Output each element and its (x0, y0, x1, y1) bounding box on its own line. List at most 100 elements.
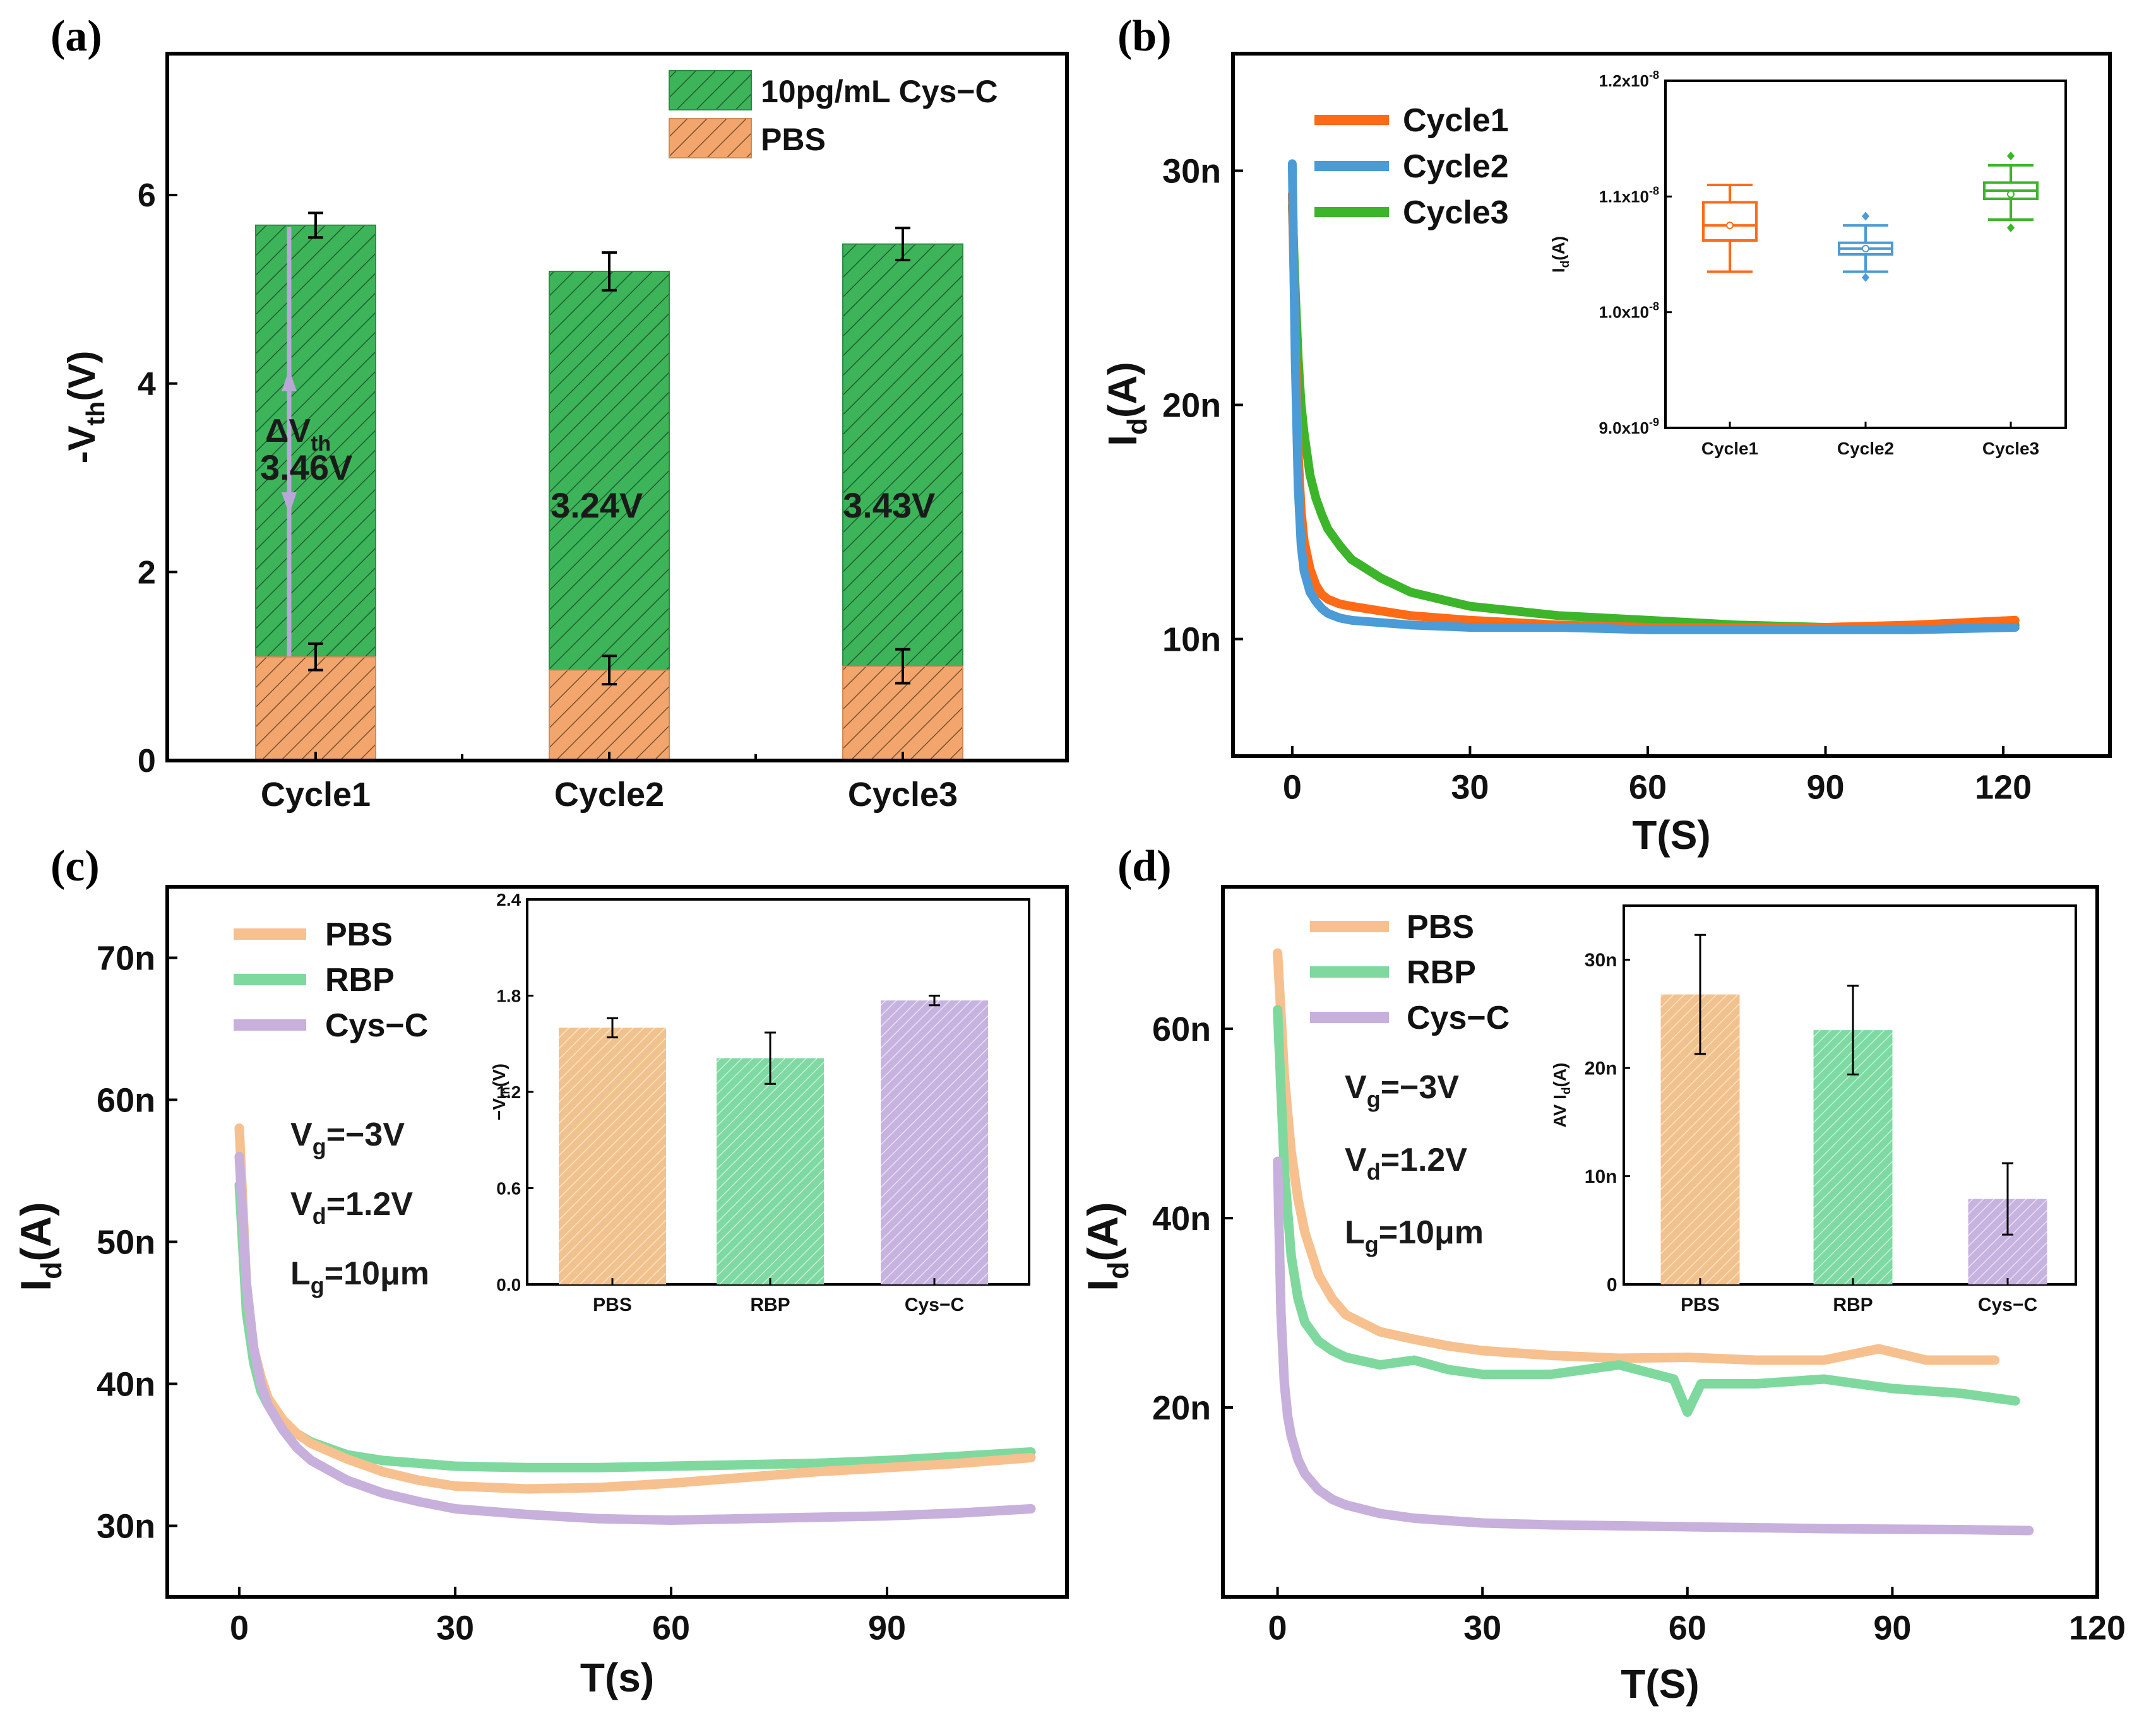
conditions-d: Vg=−3V Vd=1.2V Lg=10μm (1345, 1069, 1484, 1257)
inset-c-ylabel: −Vth(V) (489, 1063, 513, 1120)
d-xtick-label-2: 60 (1669, 1609, 1706, 1647)
delta-value-cycle2: 3.24V (551, 485, 643, 525)
inset-b-xtick-label-Cycle3: Cycle3 (1982, 439, 2039, 458)
cond-vg-val-c: =−3V (326, 1117, 405, 1153)
svg-text:Lg=10μm: Lg=10μm (1345, 1214, 1484, 1257)
y-axis-label-c-main: I (12, 1279, 60, 1291)
b-ytick-label-1: 20n (1162, 386, 1221, 424)
inset-b-ytick-exp-0: -9 (1649, 416, 1659, 429)
c-ytick-label-0: 30n (97, 1507, 155, 1545)
inset-b-ytick-exp-3: -8 (1649, 69, 1659, 81)
a-ytick-label-2: 4 (138, 366, 156, 403)
inset-b-ytick-label-0: 9.0x10-9 (1599, 416, 1659, 437)
box-outlier-Cycle2-0 (1862, 211, 1869, 221)
delta-value-cycle3: 3.43V (843, 485, 935, 525)
chart-c-selectivity-line: 0 30 60 9030n40n50n60n70nT(s)Id(A)PBSRBPCys… (12, 885, 1069, 1700)
inset-c-ytick-label-0: 0.0 (496, 1275, 521, 1294)
cond-lg-sub-d: g (1365, 1231, 1379, 1257)
cond-vd-d: V (1345, 1142, 1367, 1178)
legend-label-Cycle3: Cycle3 (1403, 194, 1509, 231)
x-axis-label-c: T(s) (580, 1655, 654, 1700)
y-axis-label-d-main: I (1079, 1279, 1127, 1291)
inset-b-ytick-exp-2: -8 (1649, 184, 1659, 197)
inset-b-ylabel-sub: d (1559, 261, 1572, 268)
delta-arrow-head-top (282, 369, 297, 391)
box-outlier-Cycle2-1 (1862, 273, 1869, 282)
inset-c-ylabel-main: −V (489, 1098, 509, 1120)
box-mean-Cycle3 (2007, 190, 2015, 198)
b-ytick-label-2: 30n (1162, 152, 1221, 190)
inset-b-ytick-label-3: 1.2x10-8 (1599, 69, 1659, 90)
c-xtick-label-3: 90 (868, 1609, 906, 1647)
xtick-label-a-Cycle3: Cycle3 (848, 776, 958, 814)
y-axis-label-b-tail: (A) (1100, 362, 1145, 418)
legend-label-PBS: PBS (325, 916, 393, 953)
chart-b-cycles-line: 0 30 60 90 12010n20n30nT(S)Id(A)Cycle1Cycle2… (1100, 52, 2112, 858)
cond-lg-d: L (1345, 1214, 1365, 1251)
b-xtick-label-0: 0 (1283, 769, 1302, 807)
panel-title-a: (a) (51, 12, 102, 61)
legend-label-Cycle1: Cycle1 (1403, 102, 1509, 139)
c-xtick-label-2: 60 (652, 1609, 690, 1647)
legend-swatch-cys (669, 70, 752, 110)
inset-d-ylabel-main: AV I (1550, 1094, 1569, 1127)
inset-c-ytick-label-3: 1.8 (496, 986, 521, 1005)
c-ytick-label-3: 60n (97, 1081, 155, 1119)
d-xtick-label-1: 30 (1463, 1609, 1501, 1647)
inset-d-xtick-label-PBS: PBS (1681, 1294, 1720, 1315)
legend-label-RBP: RBP (1407, 954, 1476, 991)
series-line-PBS (1273, 948, 2000, 1365)
inset-d-xtick-label-Cys−C: Cys−C (1978, 1294, 2037, 1315)
inset-b-ytick-label-1: 1.0x10-8 (1599, 300, 1659, 322)
inset-c-ylabel-tail: (V) (489, 1063, 509, 1087)
delta-value-cycle1: 3.46V (260, 447, 352, 487)
cond-vd-sub-d: d (1367, 1159, 1381, 1185)
y-axis-label-d: Id(A) (1079, 1202, 1135, 1291)
svg-text:Vg=−3V: Vg=−3V (290, 1117, 405, 1159)
inset-d-ylabel-sub: d (1560, 1087, 1573, 1094)
x-axis-label-b: T(S) (1632, 812, 1710, 858)
d-xtick-label-0: 0 (1268, 1609, 1287, 1647)
svg-text:Vd=1.2V: Vd=1.2V (1345, 1142, 1467, 1185)
cond-lg-sub-c: g (311, 1272, 325, 1298)
y-axis-label-a: -Vth(V) (61, 351, 110, 464)
box-mean-Cycle1 (1726, 222, 1734, 230)
inset-b-ytick-exp-1: -8 (1649, 300, 1659, 313)
cond-vd-val-c: =1.2V (326, 1186, 414, 1223)
inset-b-ylabel-main: I (1549, 268, 1568, 273)
plot-frame-a (165, 52, 1069, 762)
b-ytick-label-0: 10n (1162, 620, 1221, 658)
panel-title-c: (c) (51, 842, 100, 891)
d-xtick-label-4: 120 (2069, 1609, 2126, 1647)
plot-frame-b (1231, 52, 2112, 758)
delta-arrow-head-bottom (282, 492, 297, 514)
legend-label-pbs: PBS (761, 122, 826, 157)
inset-c-ytick-label-4: 2.4 (496, 890, 521, 909)
inset-c-xtick-label-PBS: PBS (593, 1294, 632, 1315)
box-mean-Cycle2 (1862, 244, 1869, 252)
y-axis-label-d-sub: d (1102, 1262, 1135, 1279)
inset-b-xtick-label-Cycle1: Cycle1 (1701, 439, 1758, 458)
panel-title-d: (d) (1117, 842, 1172, 891)
inset-b-ytick-mantissa-3: 1.2x10 (1599, 71, 1649, 90)
box-outlier-Cycle3-1 (2007, 223, 2015, 232)
inset-b-ytick-mantissa-2: 1.1x10 (1599, 187, 1649, 206)
y-axis-label-b-sub: d (1122, 418, 1153, 435)
series-line-Cys−C (234, 1152, 1036, 1525)
inset-d-ylabel: AV Id(A) (1550, 1063, 1573, 1128)
conditions-c: Vg=−3V Vd=1.2V Lg=10μm (290, 1117, 429, 1298)
b-xtick-label-4: 120 (1975, 769, 2032, 807)
svg-text:Vd=1.2V: Vd=1.2V (290, 1186, 413, 1229)
cond-vg-sub-d: g (1367, 1086, 1381, 1112)
inset-b-ytick-mantissa-0: 9.0x10 (1599, 418, 1649, 437)
inset-b-ytick-label-2: 1.1x10-8 (1599, 184, 1659, 206)
legend-label-Cys−C: Cys−C (325, 1007, 428, 1044)
a-ytick-label-1: 2 (138, 555, 156, 591)
inset-b-ylabel: Id(A) (1549, 236, 1572, 273)
svg-text:ΔVth: ΔVth (265, 413, 331, 456)
c-xtick-label-1: 30 (436, 1609, 474, 1647)
cond-vg-sub-c: g (313, 1134, 326, 1159)
xtick-label-a-Cycle2: Cycle2 (554, 776, 664, 814)
b-xtick-label-1: 30 (1451, 769, 1489, 807)
